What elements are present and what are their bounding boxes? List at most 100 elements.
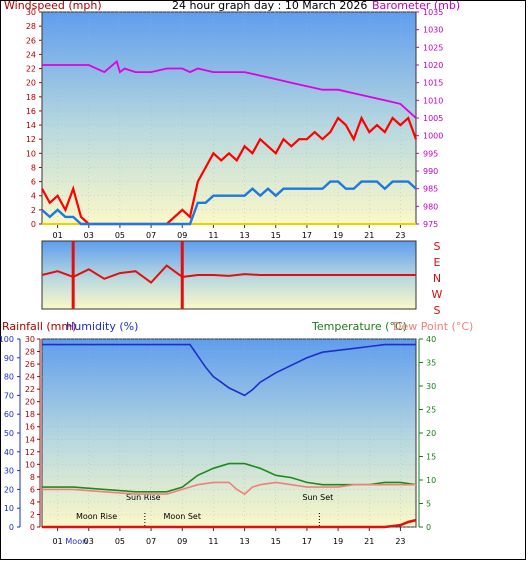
wind-tick-label: 12	[26, 135, 36, 144]
wind-x-tick-label: 23	[395, 231, 405, 240]
wind-tick-label: 6	[31, 178, 36, 187]
wind-x-tick-label: 03	[84, 231, 94, 240]
rain-tick-label: 30	[25, 335, 35, 344]
wind-tick-label: 30	[26, 8, 36, 17]
temp-x-tick-label: 01	[52, 537, 62, 546]
wind-tick-label: 10	[26, 149, 36, 158]
baro-tick-label: 1010	[423, 96, 443, 105]
rain-tick-label: 14	[25, 435, 35, 444]
barometer-series	[42, 59, 417, 119]
wind-tick-label: 26	[26, 36, 36, 45]
humidity-series	[42, 343, 416, 397]
wind-x-tick-label: 09	[177, 231, 187, 240]
rainfall-series	[42, 518, 417, 529]
humidity-tick-label: 20	[4, 485, 14, 494]
wind-tick-label: 4	[31, 192, 36, 201]
humidity-tick-label: 90	[4, 354, 14, 363]
chart-title: 24 hour graph day : 10 March 2026	[172, 0, 367, 12]
wind-tick-label: 18	[26, 93, 36, 102]
temp-x-tick-label: 23	[395, 537, 405, 546]
wind-x-tick-label: 19	[333, 231, 343, 240]
rain-tick-label: 8	[30, 473, 35, 482]
rain-tick-label: 4	[30, 498, 35, 507]
humidity-tick-label: 100	[0, 335, 14, 344]
humidity-tick-label: 80	[4, 373, 14, 382]
baro-tick-label: 990	[423, 167, 438, 176]
direction-tick-label: S	[434, 304, 441, 317]
temp-plot-area	[41, 338, 417, 528]
temperature-axis-label: Temperature (°C)	[311, 320, 407, 333]
wind-avg-series	[41, 180, 417, 226]
baro-tick-label: 985	[423, 185, 438, 194]
humidity-axis-label: Humidity (%)	[66, 320, 138, 333]
wind-x-tick-label: 01	[52, 231, 62, 240]
baro-tick-label: 1000	[423, 132, 443, 141]
temp-tick-label: 5	[426, 500, 431, 509]
direction-tick-label: N	[433, 272, 441, 285]
sun-moon-annotation: Moon Set	[164, 512, 201, 521]
temp-x-tick-label: 21	[364, 537, 374, 546]
humidity-tick-label: 50	[4, 429, 14, 438]
sun-moon-annotation: Sun Rise	[126, 493, 161, 502]
humidity-tick-label: 70	[4, 391, 14, 400]
baro-tick-label: 980	[423, 202, 438, 211]
temp-tick-label: 15	[426, 453, 436, 462]
temp-tick-label: 25	[426, 406, 436, 415]
rain-tick-label: 16	[25, 423, 35, 432]
temp-tick-label: 40	[426, 335, 436, 344]
wind-tick-label: 28	[26, 22, 36, 31]
baro-tick-label: 1025	[423, 43, 443, 52]
rain-tick-label: 10	[25, 460, 35, 469]
wind-tick-label: 24	[26, 50, 36, 59]
rain-tick-label: 28	[25, 348, 35, 357]
wind-tick-label: 14	[26, 121, 36, 130]
dewpoint-axis-label: Dew Point (°C)	[393, 320, 473, 333]
wind-x-tick-label: 15	[271, 231, 281, 240]
temp-x-tick-label: 09	[177, 537, 187, 546]
rain-tick-label: 20	[25, 398, 35, 407]
humidity-tick-label: 30	[4, 467, 14, 476]
temp-x-tick-label: 13	[239, 537, 249, 546]
dewpoint-series	[42, 481, 416, 496]
temp-tick-label: 35	[426, 359, 436, 368]
rain-tick-label: 12	[25, 448, 35, 457]
direction-series	[41, 264, 416, 284]
wind-x-tick-label: 13	[239, 231, 249, 240]
rain-tick-label: 22	[25, 385, 35, 394]
baro-tick-label: 1030	[423, 26, 443, 35]
rain-tick-label: 24	[25, 373, 35, 382]
barometer-axis-label: Barometer (mb)	[372, 0, 460, 12]
rain-tick-label: 18	[25, 410, 35, 419]
rain-tick-label: 26	[25, 360, 35, 369]
wind-tick-label: 16	[26, 107, 36, 116]
rainfall-axis-label: Rainfall (mm)	[2, 320, 76, 333]
wind-plot-area	[41, 11, 417, 225]
direction-tick-label: S	[434, 240, 441, 253]
wind-tick-label: 20	[26, 79, 36, 88]
wind-x-tick-label: 11	[208, 231, 218, 240]
wind-tick-label: 2	[31, 206, 36, 215]
temp-tick-label: 10	[426, 476, 436, 485]
humidity-tick-label: 10	[4, 504, 14, 513]
humidity-tick-label: 0	[9, 523, 14, 532]
temp-x-tick-label: 15	[271, 537, 281, 546]
baro-tick-label: 1005	[423, 114, 443, 123]
temp-tick-label: 20	[426, 429, 436, 438]
temp-x-tick-label: 03	[84, 537, 94, 546]
sun-moon-annotation: Sun Set	[302, 493, 333, 502]
baro-tick-label: 1015	[423, 79, 443, 88]
wind-x-tick-label: 21	[364, 231, 374, 240]
sun-moon-annotation: Moon Rise	[76, 512, 117, 521]
temp-x-tick-label: 19	[333, 537, 343, 546]
wind-tick-label: 22	[26, 65, 36, 74]
rain-tick-label: 2	[30, 510, 35, 519]
wind-tick-label: 0	[31, 220, 36, 229]
wind-x-tick-label: 07	[146, 231, 156, 240]
windspeed-axis-label: Windspeed (mph)	[4, 0, 102, 12]
temp-x-tick-label: 11	[208, 537, 218, 546]
baro-tick-label: 1020	[423, 61, 443, 70]
temp-x-tick-label: 05	[115, 537, 125, 546]
direction-tick-label: E	[434, 256, 441, 269]
